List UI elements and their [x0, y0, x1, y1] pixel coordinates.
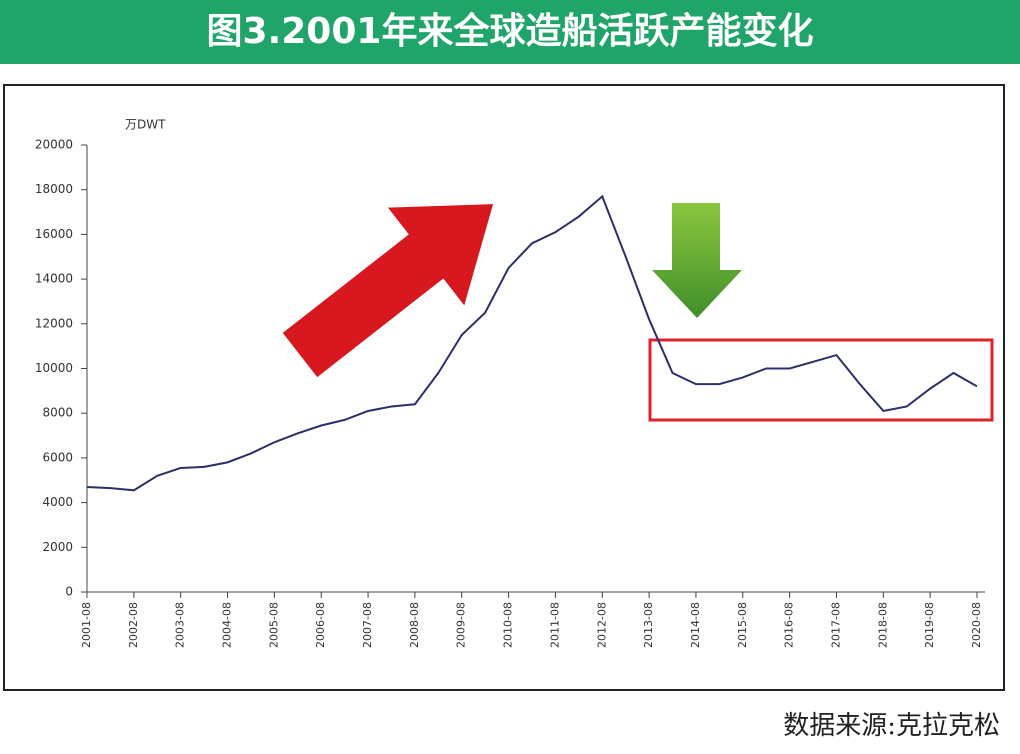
- fall-arrow: [652, 203, 742, 318]
- x-tick-label: 2007-08: [361, 602, 374, 648]
- x-tick-label: 2003-08: [174, 602, 187, 648]
- x-tick-label: 2013-08: [642, 602, 655, 648]
- y-axis-label: 万DWT: [125, 118, 166, 132]
- x-tick-label: 2009-08: [455, 602, 468, 648]
- x-tick-label: 2005-08: [267, 602, 280, 648]
- y-tick-label: 18000: [35, 182, 73, 196]
- y-tick-label: 2000: [42, 540, 73, 554]
- y-tick-label: 8000: [42, 406, 73, 420]
- x-tick-label: 2001-08: [80, 602, 93, 648]
- x-tick-label: 2006-08: [314, 602, 327, 648]
- x-tick-label: 2019-08: [923, 602, 936, 648]
- x-tick-label: 2017-08: [829, 602, 842, 648]
- x-tick-label: 2015-08: [736, 602, 749, 648]
- x-tick-label: 2014-08: [689, 602, 702, 648]
- y-tick-label: 20000: [35, 138, 73, 152]
- x-tick-label: 2012-08: [595, 602, 608, 648]
- data-line: [86, 194, 978, 492]
- title-banner: [0, 0, 1020, 64]
- x-tick-label: 2011-08: [548, 602, 561, 648]
- x-tick-label: 2002-08: [127, 602, 140, 648]
- x-tick-label: 2008-08: [408, 602, 421, 648]
- x-tick-label: 2018-08: [876, 602, 889, 648]
- chart-title: 图3.2001年来全球造船活跃产能变化: [207, 10, 814, 52]
- chart-frame: [3, 84, 1005, 691]
- y-tick-label: 4000: [42, 495, 73, 509]
- y-tick-label: 14000: [35, 272, 73, 286]
- y-tick-label: 6000: [42, 450, 73, 464]
- x-tick-label: 2020-08: [970, 602, 983, 648]
- y-tick-label: 0: [65, 585, 73, 599]
- y-tick-label: 16000: [35, 227, 73, 241]
- rise-arrow: [282, 204, 494, 378]
- y-tick-label: 12000: [35, 316, 73, 330]
- x-tick-label: 2016-08: [783, 602, 796, 648]
- highlight-box: [648, 338, 994, 422]
- x-tick-label: 2004-08: [221, 602, 234, 648]
- source-note: 数据来源:克拉克松: [783, 711, 1000, 741]
- y-tick-label: 10000: [35, 361, 73, 375]
- x-tick-label: 2010-08: [502, 602, 515, 648]
